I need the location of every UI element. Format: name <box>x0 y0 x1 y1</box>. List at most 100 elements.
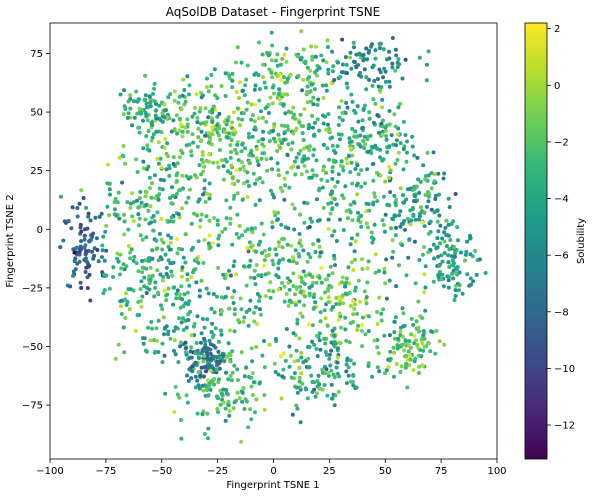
scatter-point <box>425 150 430 155</box>
scatter-point <box>460 291 465 296</box>
scatter-point <box>334 239 339 243</box>
scatter-point <box>432 210 437 215</box>
scatter-point <box>391 345 396 350</box>
scatter-point <box>349 66 354 71</box>
scatter-point <box>250 243 255 248</box>
scatter-point <box>179 274 184 279</box>
scatter-point <box>291 271 296 276</box>
scatter-point <box>232 400 237 405</box>
scatter-point <box>324 60 329 65</box>
scatter-point <box>453 192 458 196</box>
scatter-point <box>269 188 273 193</box>
scatter-point <box>356 172 361 177</box>
scatter-point <box>200 317 205 321</box>
scatter-point <box>228 353 233 358</box>
scatter-point <box>100 243 105 248</box>
scatter-point <box>185 290 190 295</box>
scatter-point <box>210 120 215 124</box>
scatter-point <box>260 142 265 147</box>
scatter-point <box>330 328 335 333</box>
scatter-point <box>165 141 170 146</box>
scatter-point <box>154 238 159 243</box>
scatter-point <box>152 86 157 91</box>
scatter-point <box>185 117 190 122</box>
scatter-point <box>201 261 206 265</box>
scatter-point <box>181 316 185 321</box>
scatter-point <box>416 346 421 351</box>
scatter-point <box>385 57 389 62</box>
scatter-point <box>418 205 423 210</box>
scatter-point <box>330 69 335 74</box>
scatter-point <box>261 62 265 67</box>
scatter-point <box>130 191 135 196</box>
scatter-point <box>261 232 266 237</box>
scatter-point <box>395 60 400 65</box>
scatter-point <box>177 316 181 321</box>
scatter-point <box>349 92 354 97</box>
scatter-point <box>387 278 392 283</box>
scatter-point <box>247 307 252 312</box>
scatter-point <box>351 299 355 304</box>
scatter-point <box>176 212 181 217</box>
scatter-point <box>75 206 80 210</box>
scatter-point <box>195 213 200 218</box>
scatter-point <box>343 111 348 116</box>
scatter-point <box>393 214 398 218</box>
scatter-point <box>240 233 244 238</box>
scatter-point <box>348 304 353 308</box>
scatter-point <box>404 159 409 164</box>
scatter-point <box>336 132 341 137</box>
scatter-point <box>219 332 224 337</box>
scatter-point <box>387 333 392 338</box>
scatter-point <box>409 317 414 321</box>
scatter-point <box>237 224 242 228</box>
scatter-point <box>77 201 82 206</box>
scatter-point <box>297 385 302 390</box>
scatter-point <box>202 164 207 169</box>
scatter-point <box>83 243 88 248</box>
scatter-point <box>227 73 232 78</box>
scatter-point <box>339 325 343 330</box>
scatter-point <box>138 287 143 291</box>
scatter-point <box>381 124 386 129</box>
scatter-point <box>156 318 161 323</box>
scatter-point <box>146 208 151 213</box>
scatter-point <box>273 370 278 374</box>
scatter-point <box>138 190 143 194</box>
scatter-point <box>377 46 382 51</box>
scatter-point <box>262 339 266 343</box>
scatter-point <box>375 113 380 118</box>
scatter-point <box>409 345 413 350</box>
scatter-point <box>291 259 296 264</box>
scatter-point <box>195 116 200 120</box>
scatter-point <box>335 371 340 376</box>
scatter-point <box>74 245 79 250</box>
scatter-point <box>272 122 277 127</box>
scatter-point <box>260 151 265 156</box>
scatter-point <box>408 222 413 227</box>
scatter-point <box>245 170 250 175</box>
scatter-point <box>116 259 121 264</box>
scatter-point <box>286 142 291 147</box>
scatter-point <box>364 295 369 299</box>
scatter-point <box>301 360 306 365</box>
scatter-point <box>172 338 177 343</box>
scatter-point <box>319 53 324 58</box>
scatter-point <box>429 171 434 176</box>
scatter-point <box>394 362 399 366</box>
scatter-point <box>287 258 291 263</box>
scatter-point <box>366 361 371 366</box>
scatter-point <box>417 217 422 222</box>
scatter-point <box>244 107 249 112</box>
scatter-point <box>172 410 177 414</box>
scatter-point <box>356 119 361 124</box>
scatter-point <box>150 248 155 253</box>
scatter-point <box>148 204 153 209</box>
scatter-point <box>157 192 162 197</box>
scatter-point <box>417 190 422 195</box>
scatter-point <box>121 262 126 267</box>
scatter-point <box>178 340 183 345</box>
scatter-point <box>246 131 251 136</box>
scatter-point <box>209 132 214 137</box>
scatter-point <box>372 222 377 227</box>
